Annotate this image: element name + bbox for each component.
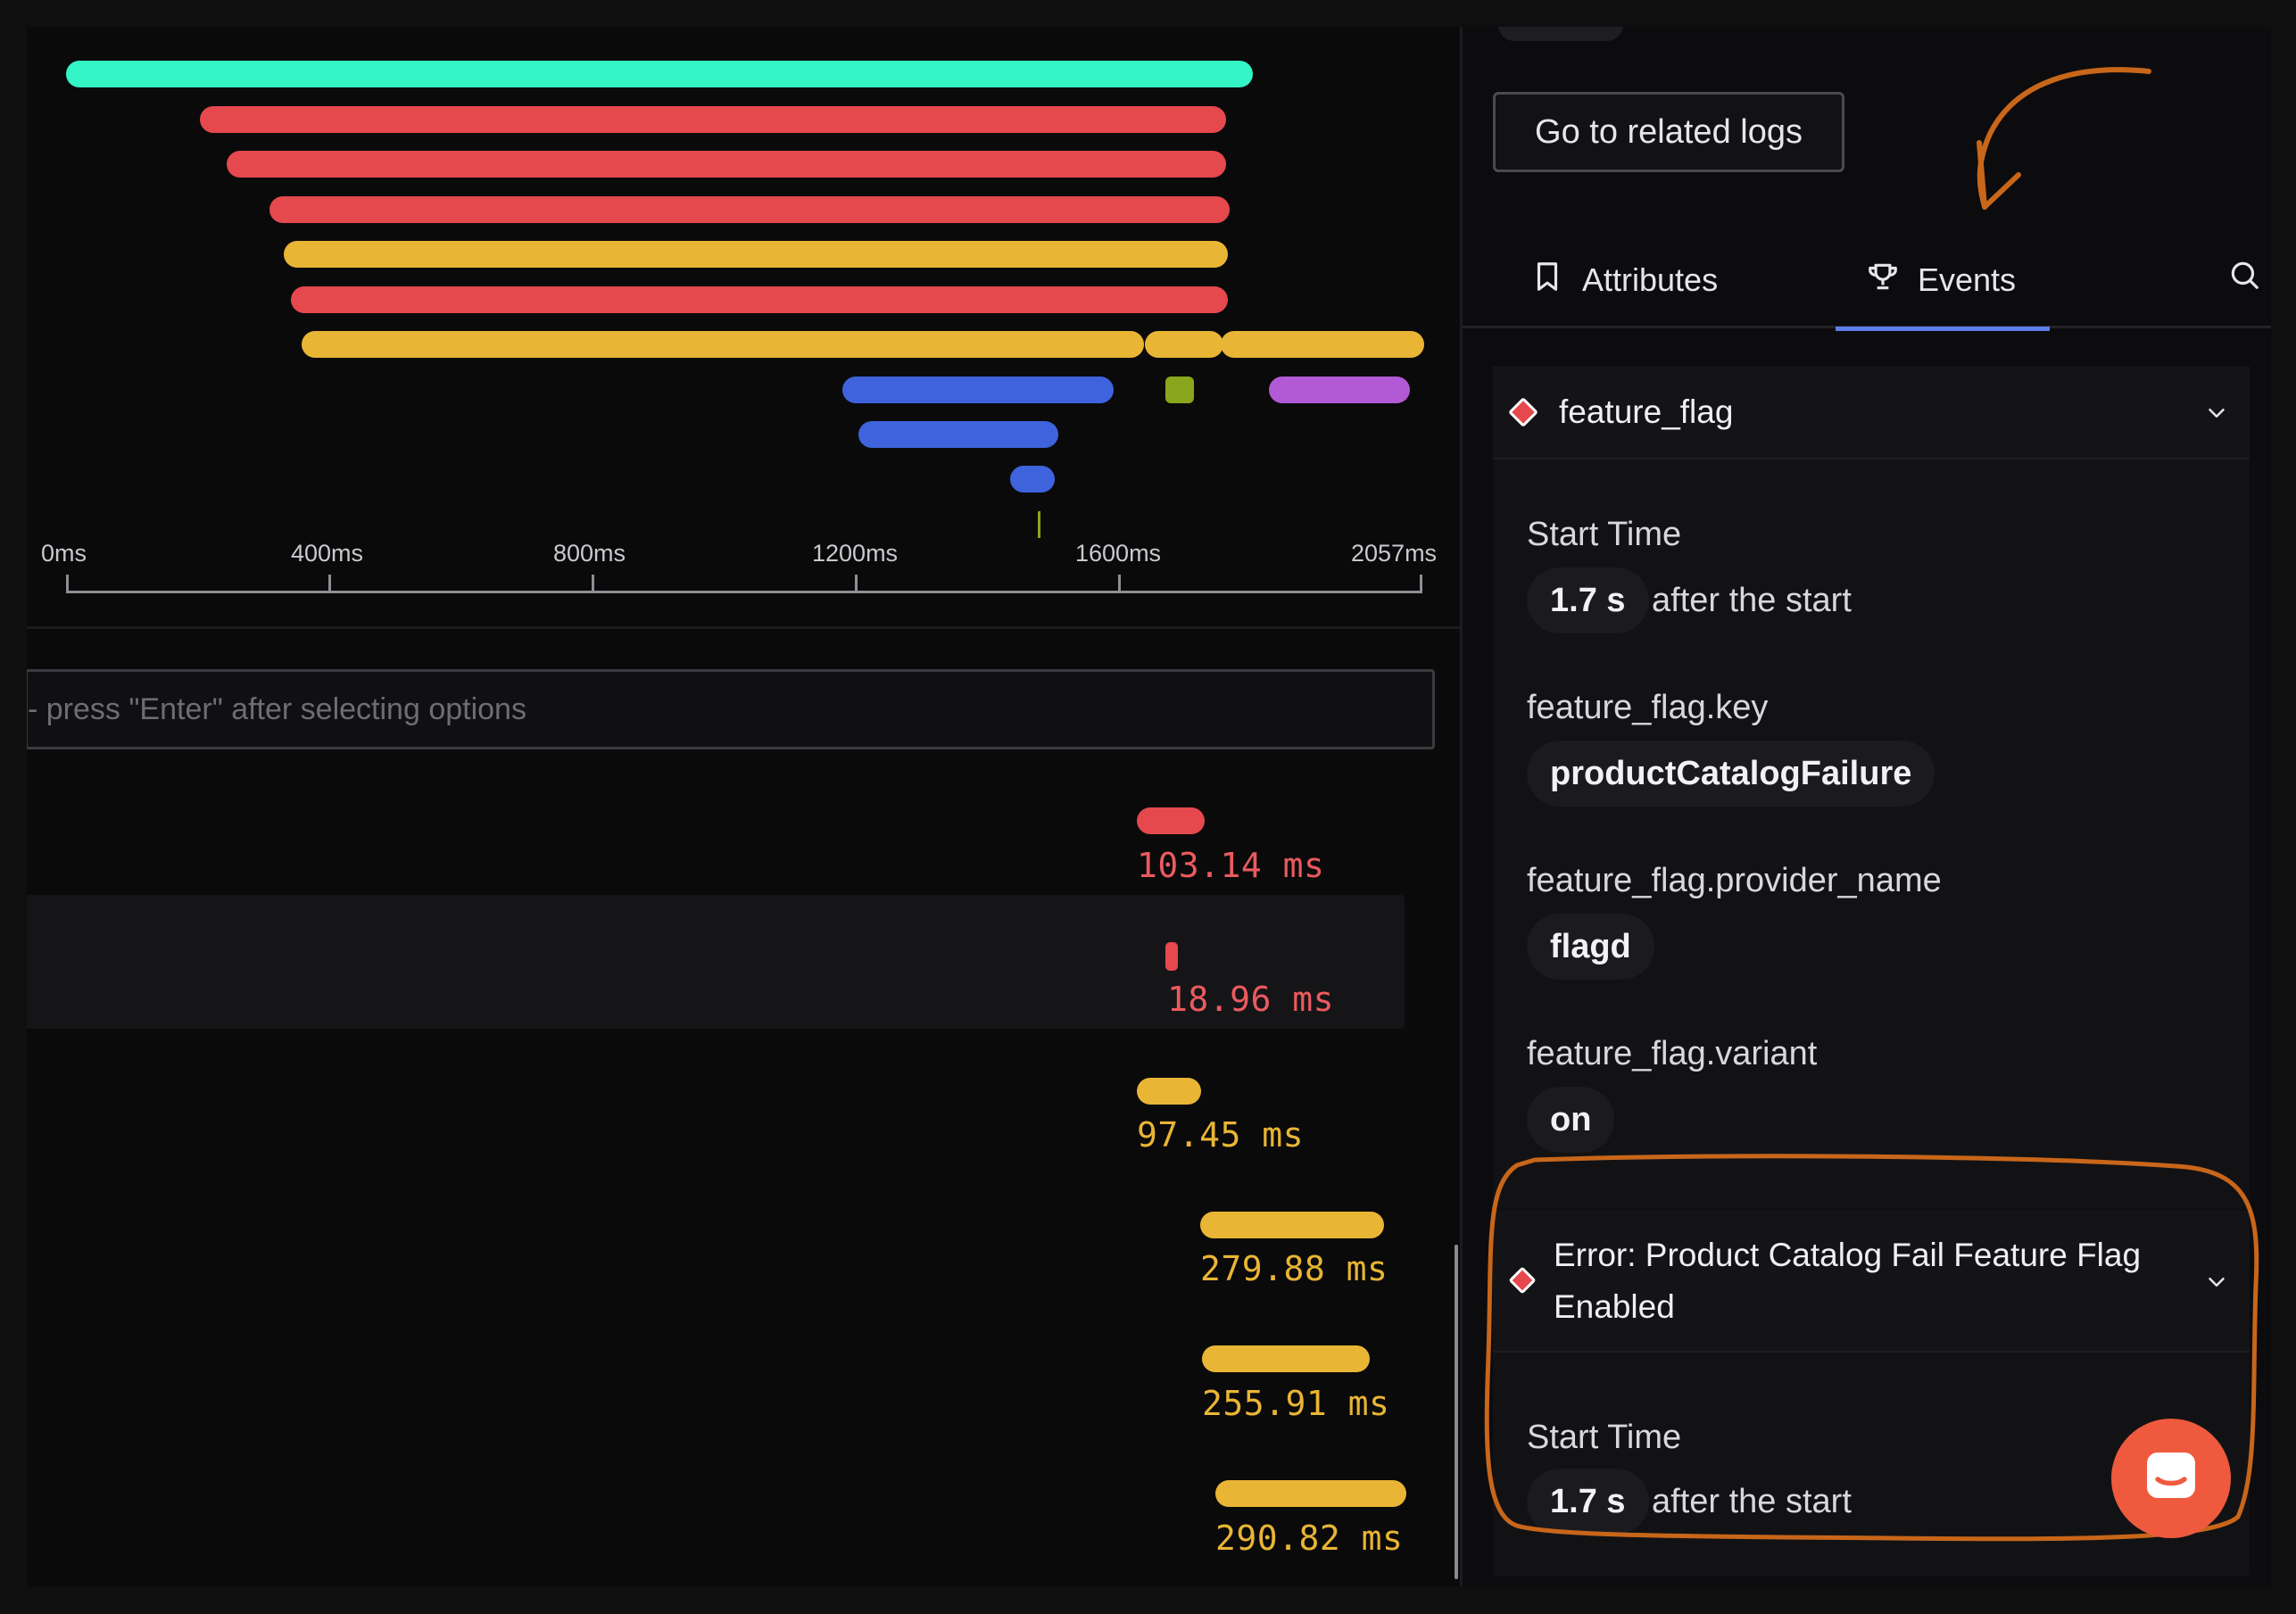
- timeline-tick: [592, 575, 594, 592]
- span-duration-label: 279.88 ms: [1200, 1249, 1388, 1288]
- timeline-tick: [328, 575, 331, 592]
- attribute-value[interactable]: on: [1527, 1087, 1615, 1153]
- span-bar[interactable]: [1038, 511, 1040, 538]
- trophy-icon: [1866, 260, 1900, 302]
- span-duration-bar[interactable]: [1137, 1078, 1201, 1105]
- start-time-suffix: after the start: [1652, 582, 1852, 619]
- event-name: Error: Product Catalog Fail Feature Flag: [1554, 1237, 2142, 1273]
- timeline-tick: [66, 575, 69, 592]
- status-pill: [1498, 27, 1623, 41]
- span-bar[interactable]: [842, 377, 1114, 403]
- scrollbar[interactable]: [1455, 1245, 1458, 1579]
- error-diamond-icon: [1508, 1266, 1537, 1295]
- chevron-down-icon: [2209, 1278, 2225, 1287]
- timeline-tick: [855, 575, 858, 592]
- event-header[interactable]: feature_flag: [1493, 366, 2250, 459]
- tab-events[interactable]: Events: [1866, 232, 2016, 328]
- event-card: feature_flag Start Time 1.7 s after the …: [1493, 366, 2250, 1209]
- timeline-tick-label: 2057ms: [1351, 540, 1438, 567]
- span-bar[interactable]: [1165, 377, 1194, 403]
- timeline-tick-label: 400ms: [291, 540, 364, 567]
- start-time-chip: 1.7 s: [1527, 1469, 1649, 1535]
- timeline-axis: [66, 591, 1422, 593]
- tab-label: Attributes: [1582, 261, 1719, 298]
- span-duration-label: 97.45 ms: [1137, 1115, 1305, 1155]
- start-time-suffix: after the start: [1652, 1483, 1852, 1520]
- search-icon: [2227, 258, 2261, 296]
- chevron-down-icon: [2209, 409, 2225, 418]
- span-duration-bar[interactable]: [1200, 1212, 1384, 1238]
- span-duration-label: 103.14 ms: [1137, 846, 1325, 885]
- start-time-label: Start Time: [1527, 1419, 1682, 1456]
- go-to-related-logs-button[interactable]: Go to related logs: [1493, 92, 1844, 172]
- span-duration-bar[interactable]: [1215, 1480, 1406, 1507]
- timeline-tick-label: 1600ms: [1075, 540, 1162, 567]
- attribute-key: feature_flag.key: [1527, 689, 1769, 726]
- trace-left-pane: 0ms 400ms 800ms 1200ms 1600ms 2057ms - p…: [27, 27, 1460, 1586]
- attribute-value[interactable]: flagd: [1527, 914, 1654, 980]
- tab-label: Events: [1918, 261, 2017, 298]
- span-duration-label: 18.96 ms: [1167, 980, 1335, 1019]
- timeline-tick-label: 1200ms: [812, 540, 899, 567]
- span-duration-bar[interactable]: [1202, 1345, 1370, 1372]
- span-bar[interactable]: [291, 286, 1228, 313]
- span-details-panel: Go to related logs Attributes Events: [1460, 27, 2271, 1586]
- span-bar[interactable]: [1269, 377, 1410, 403]
- error-diamond-icon: [1508, 397, 1538, 427]
- chat-icon: [2139, 1444, 2203, 1513]
- timeline-tick: [1118, 575, 1121, 592]
- span-bar[interactable]: [269, 196, 1230, 223]
- span-duration-bar[interactable]: [1137, 807, 1205, 834]
- attribute-key: feature_flag.variant: [1527, 1035, 1818, 1072]
- start-time-label: Start Time: [1527, 516, 1682, 553]
- span-bar[interactable]: [200, 106, 1226, 133]
- span-filter-input[interactable]: - press "Enter" after selecting options: [27, 669, 1435, 749]
- attribute-value[interactable]: productCatalogFailure: [1527, 741, 1935, 807]
- span-duration-bar[interactable]: [1165, 942, 1178, 971]
- span-bar[interactable]: [858, 421, 1058, 448]
- attribute-key: feature_flag.provider_name: [1527, 862, 1942, 899]
- event-name-continued: Enabled: [1554, 1288, 1675, 1325]
- span-duration-label: 255.91 ms: [1202, 1384, 1390, 1423]
- start-time-chip: 1.7 s: [1527, 567, 1649, 633]
- event-name: feature_flag: [1559, 393, 1734, 430]
- span-duration-label: 290.82 ms: [1215, 1519, 1404, 1558]
- event-header[interactable]: Error: Product Catalog Fail Feature Flag…: [1493, 1210, 2250, 1353]
- chat-support-button[interactable]: [2111, 1419, 2231, 1538]
- span-bar[interactable]: [1221, 331, 1424, 358]
- span-bar[interactable]: [302, 331, 1144, 358]
- span-bar[interactable]: [284, 241, 1228, 268]
- span-bar[interactable]: [227, 151, 1226, 178]
- bookmark-icon: [1530, 260, 1564, 302]
- timeline-tick-label: 800ms: [553, 540, 626, 567]
- timeline-tick-label: 0ms: [41, 540, 87, 567]
- span-bar[interactable]: [1010, 466, 1055, 492]
- details-tabs: Attributes Events: [1463, 232, 2271, 328]
- span-bar[interactable]: [1145, 331, 1223, 358]
- span-bar-root[interactable]: [66, 61, 1253, 87]
- timeline-tick: [1420, 575, 1422, 592]
- active-tab-indicator: [1836, 327, 2050, 331]
- trace-view: 0ms 400ms 800ms 1200ms 1600ms 2057ms - p…: [27, 27, 2271, 1586]
- search-button[interactable]: [2217, 250, 2271, 303]
- divider: [27, 626, 1460, 629]
- trace-waterfall-minimap[interactable]: 0ms 400ms 800ms 1200ms 1600ms 2057ms: [27, 27, 1460, 629]
- tab-attributes[interactable]: Attributes: [1530, 232, 1718, 328]
